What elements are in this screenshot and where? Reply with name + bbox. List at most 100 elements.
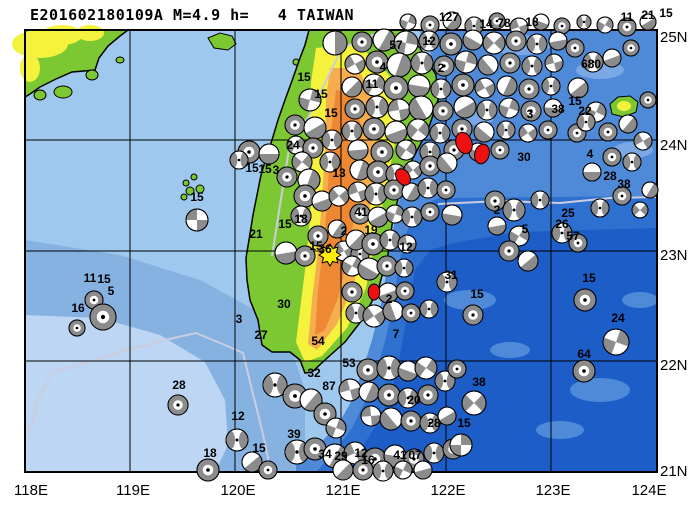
beachball: [641, 181, 659, 199]
depth-label: 31: [444, 268, 458, 282]
beachball: [505, 30, 527, 52]
beachball: [508, 225, 530, 247]
depth-label: 16: [361, 453, 375, 467]
depth-label: 15: [457, 416, 471, 430]
depth-label: 39: [287, 427, 301, 441]
depth-label: 3: [527, 107, 534, 121]
beachball: [294, 245, 316, 267]
beachball: [328, 185, 350, 207]
beachball: [582, 51, 604, 73]
depth-label: 54: [311, 334, 325, 348]
lat-tick-label: 22N: [660, 357, 688, 374]
beachball: [303, 116, 327, 140]
beachball: [376, 355, 402, 381]
depth-label: 78: [497, 16, 511, 30]
depth-label: 15: [258, 162, 272, 176]
beachball: [596, 16, 614, 34]
beachball: [582, 162, 602, 182]
beachball: [521, 55, 543, 77]
graticule: [25, 30, 657, 472]
beachball: [414, 356, 438, 380]
depth-label: 14: [479, 17, 493, 31]
depth-label: 24: [286, 138, 300, 152]
lon-tick-label: 121E: [325, 482, 360, 499]
beachball: [341, 76, 363, 98]
depth-label: 18: [294, 212, 308, 226]
lon-tick-label: 123E: [535, 482, 570, 499]
beachball: [633, 131, 653, 151]
beachball: [454, 50, 478, 74]
depth-label: 11: [621, 10, 634, 24]
beachball: [498, 97, 520, 119]
depth-label: 53: [342, 356, 356, 370]
depth-label: 27: [254, 328, 268, 342]
depth-label: 12: [399, 240, 413, 254]
beachball: [395, 139, 417, 161]
beachball: [397, 360, 419, 382]
beachball-layer: [68, 11, 659, 482]
lat-tick-label: 23N: [660, 247, 688, 264]
beachball: [436, 152, 458, 174]
beachball: [548, 31, 568, 51]
beachball: [437, 406, 457, 426]
beachball: [401, 303, 421, 323]
depth-label: 15: [324, 106, 338, 120]
beachball-red: [367, 283, 381, 301]
depth-label: 36: [318, 242, 332, 256]
beachball: [538, 120, 558, 140]
beachball: [417, 177, 439, 199]
lat-tick-label: 25N: [660, 29, 688, 46]
beachball: [520, 100, 542, 122]
beachball: [496, 75, 518, 97]
depth-label: 15: [582, 271, 596, 285]
beachball: [274, 241, 298, 265]
beachball: [639, 91, 657, 109]
beachball: [343, 441, 367, 465]
beachball: [394, 258, 414, 278]
beachball: [530, 190, 550, 210]
beachball: [258, 460, 278, 480]
beachball: [352, 459, 374, 481]
depth-label: 15: [568, 94, 582, 108]
depth-label: 11: [366, 77, 379, 91]
beachball: [476, 99, 498, 121]
beachball: [447, 359, 467, 379]
depth-label: 15: [245, 161, 259, 175]
beachball: [551, 222, 573, 244]
beachball: [473, 121, 495, 143]
beachball: [488, 12, 506, 30]
beachball: [436, 271, 458, 293]
depth-label: 12: [422, 34, 436, 48]
beachball: [365, 95, 389, 119]
beachball: [576, 112, 596, 132]
beachball: [385, 204, 405, 224]
depth-label: 32: [307, 366, 321, 380]
depth-label: 15: [659, 6, 673, 20]
depth-label: 2: [341, 224, 348, 238]
beachball: [321, 129, 343, 151]
beachball: [379, 407, 403, 431]
beachball: [185, 208, 209, 232]
beachball: [526, 33, 548, 55]
beachball: [401, 182, 421, 202]
beachball: [341, 255, 363, 277]
beachball: [567, 77, 589, 99]
beachball: [482, 31, 506, 55]
depth-label: 25: [561, 206, 575, 220]
depth-label: 15: [314, 87, 328, 101]
depth-label: 28: [172, 378, 186, 392]
beachball: [298, 88, 322, 112]
beachball: [293, 184, 317, 208]
depth-label: 15: [190, 190, 204, 204]
depth-label: 2: [438, 61, 445, 75]
beachball: [462, 304, 484, 326]
lon-tick-label: 120E: [220, 482, 255, 499]
beachball: [573, 288, 597, 312]
beachball: [419, 155, 441, 177]
beachball: [429, 122, 451, 144]
beachball: [462, 29, 484, 51]
beachball: [518, 78, 540, 100]
depth-label: 3: [273, 163, 280, 177]
